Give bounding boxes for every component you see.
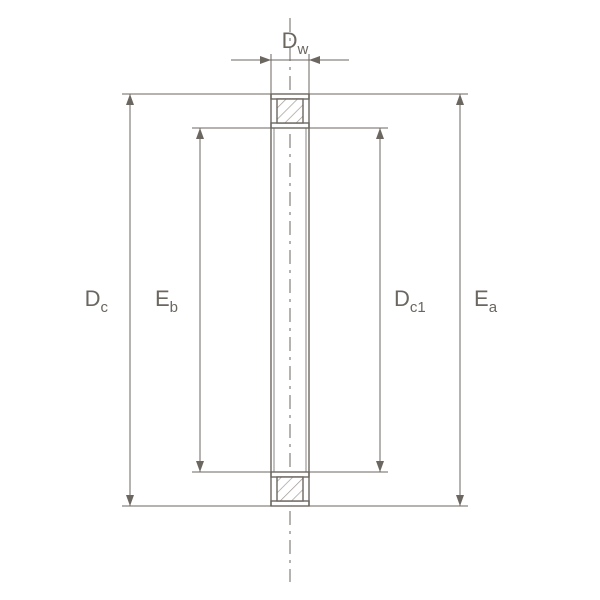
roller-section	[277, 477, 303, 501]
roller-section	[277, 99, 303, 123]
bearing-diagram: DwDcEbDc1Ea	[0, 0, 600, 600]
